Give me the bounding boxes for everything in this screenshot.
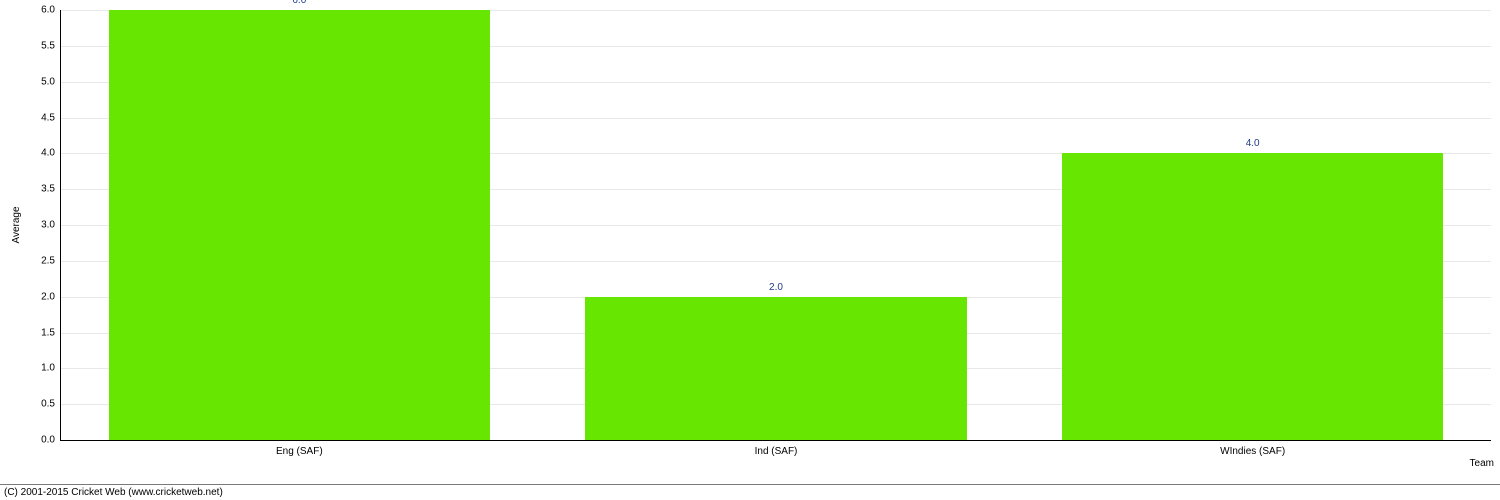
y-tick-label: 1.5 bbox=[41, 327, 61, 338]
x-axis-title: Team bbox=[1470, 458, 1494, 469]
x-tick-label: Eng (SAF) bbox=[276, 440, 323, 457]
bar-value-label: 6.0 bbox=[292, 0, 306, 10]
y-tick-label: 4.5 bbox=[41, 112, 61, 123]
bar-value-label: 4.0 bbox=[1246, 138, 1260, 153]
bar: 6.0 bbox=[109, 10, 490, 440]
chart-container: 0.00.51.01.52.02.53.03.54.04.55.05.56.06… bbox=[0, 0, 1500, 500]
y-tick-label: 0.0 bbox=[41, 435, 61, 446]
y-tick-label: 5.5 bbox=[41, 40, 61, 51]
y-tick-label: 3.0 bbox=[41, 220, 61, 231]
y-tick-label: 0.5 bbox=[41, 399, 61, 410]
y-axis-title: Average bbox=[11, 206, 22, 243]
bar-value-label: 2.0 bbox=[769, 282, 783, 297]
bar: 2.0 bbox=[585, 297, 966, 440]
x-tick-label: WIndies (SAF) bbox=[1220, 440, 1285, 457]
y-tick-label: 3.5 bbox=[41, 184, 61, 195]
y-tick-label: 6.0 bbox=[41, 5, 61, 16]
footer-credit: (C) 2001-2015 Cricket Web (www.cricketwe… bbox=[0, 484, 1500, 500]
plot-area: 0.00.51.01.52.02.53.03.54.04.55.05.56.06… bbox=[60, 10, 1491, 441]
bar: 4.0 bbox=[1062, 153, 1443, 440]
y-tick-label: 4.0 bbox=[41, 148, 61, 159]
y-tick-label: 2.0 bbox=[41, 291, 61, 302]
x-tick-label: Ind (SAF) bbox=[755, 440, 798, 457]
y-tick-label: 1.0 bbox=[41, 363, 61, 374]
y-tick-label: 2.5 bbox=[41, 255, 61, 266]
y-tick-label: 5.0 bbox=[41, 76, 61, 87]
